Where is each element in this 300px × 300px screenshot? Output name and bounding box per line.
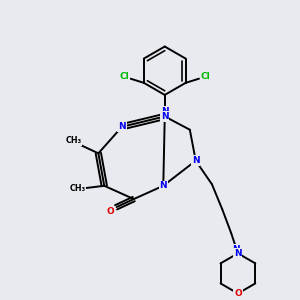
Text: N: N (160, 181, 167, 190)
Text: Cl: Cl (119, 71, 129, 80)
Text: N: N (234, 249, 242, 258)
Text: N: N (192, 156, 200, 165)
Text: N: N (118, 122, 126, 131)
Text: N: N (161, 106, 169, 116)
Text: N: N (232, 245, 239, 254)
Text: O: O (234, 289, 242, 298)
Text: Cl: Cl (201, 71, 210, 80)
Text: CH₃: CH₃ (65, 136, 81, 146)
Text: CH₃: CH₃ (70, 184, 86, 193)
Text: N: N (161, 112, 169, 121)
Text: O: O (106, 207, 114, 216)
